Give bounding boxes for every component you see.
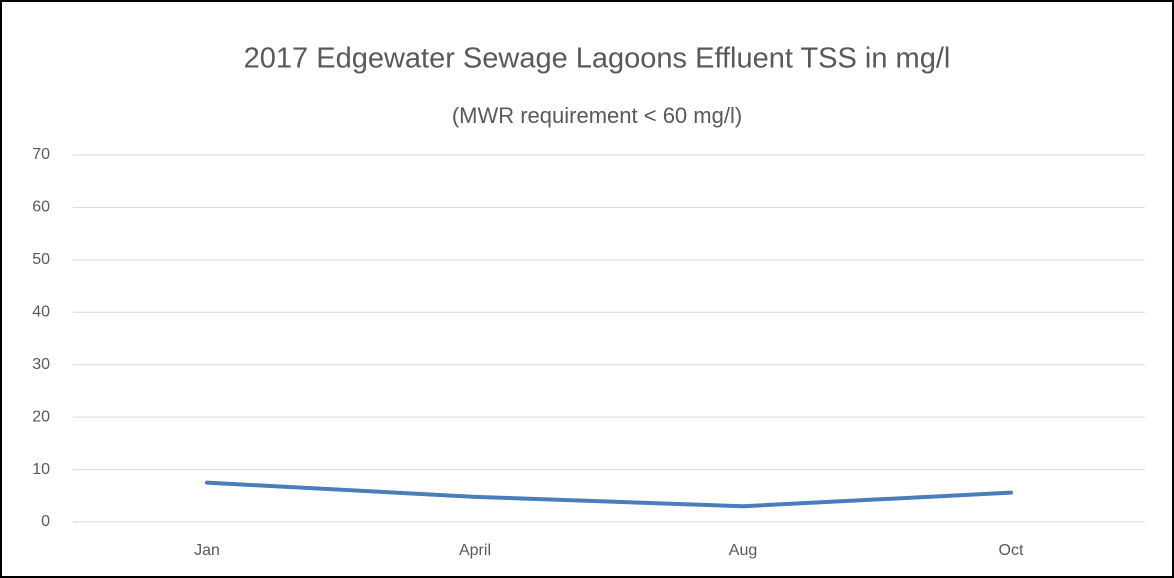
chart-title: 2017 Edgewater Sewage Lagoons Effluent T… (244, 43, 951, 75)
y-tick-label: 70 (32, 146, 50, 163)
y-tick-label: 40 (32, 304, 50, 321)
y-tick-label: 0 (41, 513, 50, 530)
x-tick-label: Aug (729, 542, 757, 559)
y-tick-label: 50 (32, 251, 50, 268)
data-line (205, 480, 1013, 509)
y-tick-label: 60 (32, 199, 50, 216)
y-tick-label: 30 (32, 356, 50, 373)
x-tick-label: Oct (999, 542, 1024, 559)
x-tick-label: Jan (194, 542, 220, 559)
y-tick-label: 10 (32, 461, 50, 478)
y-tick-label: 20 (32, 408, 50, 425)
x-tick-label: April (459, 542, 491, 559)
chart-subtitle: (MWR requirement < 60 mg/l) (452, 103, 742, 128)
